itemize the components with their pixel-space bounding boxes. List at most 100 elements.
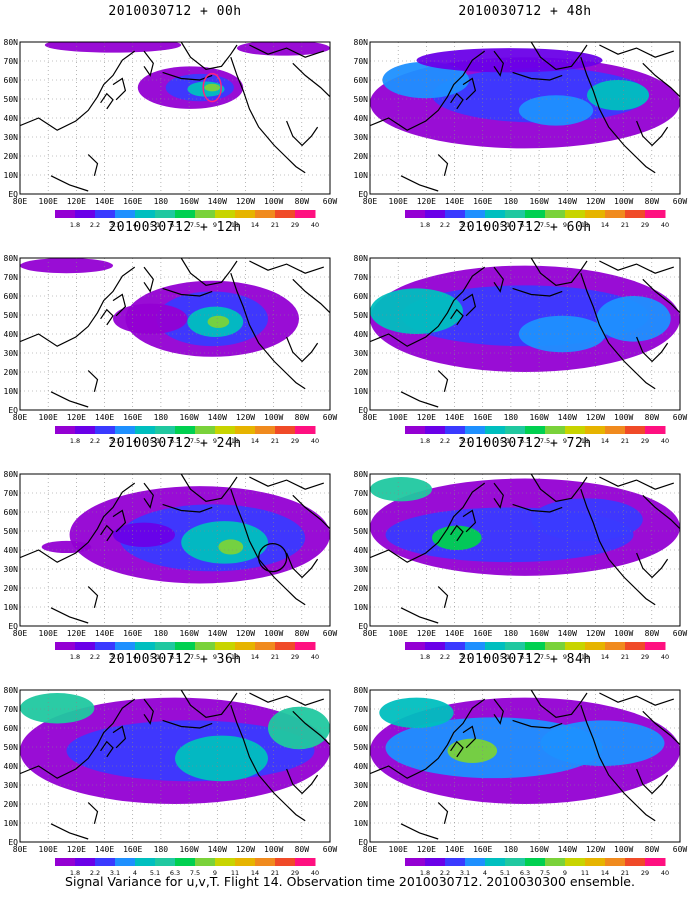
colorbar-label: 40 (661, 221, 669, 229)
colorbar-swatch (115, 858, 136, 866)
lat-tick-label: 60N (4, 292, 19, 301)
coastline (530, 42, 588, 71)
lon-tick-label: 80W (645, 845, 660, 854)
colorbar-label: 3.1 (110, 221, 120, 229)
colorbar-label: 5.1 (150, 869, 160, 877)
lon-tick-label: 160E (473, 197, 492, 206)
field-contour (113, 303, 188, 334)
coastline (450, 740, 464, 758)
colorbar-swatch (545, 426, 566, 434)
colorbar-swatch (235, 426, 256, 434)
colorbar-swatch (255, 210, 276, 218)
colorbar-label: 9 (563, 653, 567, 661)
variance-field (370, 697, 680, 804)
lon-tick-label: 60W (323, 197, 338, 206)
lat-tick-label: 30N (4, 781, 19, 790)
lat-tick-label: 70N (354, 489, 369, 498)
colorbar-label: 4 (483, 653, 487, 661)
lon-tick-label: 180 (154, 845, 169, 854)
map-frame (19, 689, 331, 843)
coastline (493, 698, 504, 725)
colorbar-label: 1.8 (420, 221, 430, 229)
colorbar-label: 6.3 (520, 437, 530, 445)
coastline (20, 50, 136, 131)
lat-tick-label: 40N (4, 546, 19, 555)
colorbar-label: 21 (621, 221, 629, 229)
longitude-labels: 80E 100E 120E 140E 160E 180 160W 140W 120W 100W 80… (363, 197, 688, 206)
lat-tick-label: 10N (4, 387, 19, 396)
coastline (642, 62, 680, 98)
lat-tick-label: 80N (4, 254, 19, 263)
colorbar-swatch (75, 210, 96, 218)
colorbar-swatch (195, 426, 216, 434)
lat-tick-label: 30N (4, 349, 19, 358)
lon-tick-label: 140E (95, 413, 114, 422)
lon-tick-label: 140W (558, 413, 577, 422)
lon-tick-label: 120E (67, 845, 86, 854)
colorbar-swatch (625, 642, 646, 650)
coastline (230, 705, 306, 822)
colorbar-swatch (505, 858, 526, 866)
colorbar-label: 6.3 (520, 653, 530, 661)
lon-tick-label: 180 (154, 629, 169, 638)
colorbar-swatch (135, 210, 156, 218)
colorbar-label: 11 (581, 437, 589, 445)
colorbar-label: 7.5 (190, 221, 200, 229)
map-panel-48h: 2010030712 + 48h 80N 70N 60N 50N 40N 30N 20N 10… (350, 0, 700, 229)
coastline (180, 690, 238, 719)
lon-tick-label: 80E (13, 629, 28, 638)
lat-tick-label: 70N (4, 273, 19, 282)
colorbar-swatch (175, 642, 196, 650)
map-gridlines (370, 690, 680, 842)
colorbar-label: 4 (483, 869, 487, 877)
colorbar-swatch (175, 858, 196, 866)
lon-tick-label: 160E (123, 413, 142, 422)
lon-tick-label: 80W (295, 197, 310, 206)
lat-tick-label: 10N (4, 603, 19, 612)
colorbar-swatch (425, 426, 446, 434)
colorbar-swatch (445, 426, 466, 434)
lat-tick-label: 50N (4, 527, 19, 536)
lat-tick-label: 60N (4, 724, 19, 733)
lat-tick-label: 20N (4, 368, 19, 377)
colorbar-swatch (175, 210, 196, 218)
coastline (599, 44, 674, 58)
lon-tick-label: 80W (645, 629, 660, 638)
lon-tick-label: 180 (504, 413, 519, 422)
latitude-labels: 80N 70N 60N 50N 40N 30N 20N 10N EQ (4, 38, 19, 199)
lon-tick-label: 120E (417, 197, 436, 206)
field-contour (379, 697, 454, 728)
coastline (20, 482, 136, 563)
colorbar-swatch (585, 642, 606, 650)
colorbar-swatch (215, 210, 236, 218)
colorbar-label: 14 (601, 437, 609, 445)
colorbar-swatch (195, 858, 216, 866)
lat-tick-label: 70N (4, 705, 19, 714)
coastline (162, 287, 213, 297)
colorbar-swatch (505, 426, 526, 434)
colorbar-label: 7.5 (540, 653, 550, 661)
coastline (292, 710, 330, 746)
map-frame (19, 41, 331, 195)
lat-tick-label: 70N (4, 489, 19, 498)
colorbar-swatch (585, 210, 606, 218)
coastline (512, 287, 563, 297)
lat-tick-label: 60N (354, 76, 369, 85)
coastline (50, 823, 89, 840)
colorbar-label: 21 (271, 437, 279, 445)
coastline (370, 482, 486, 563)
field-contour (41, 540, 92, 554)
colorbar-label: 11 (581, 653, 589, 661)
lat-tick-label: 40N (354, 330, 369, 339)
colorbar: 1.8 2.2 3.1 4 5.1 6.3 7.5 9 11 14 21 29 40 (55, 426, 319, 445)
colorbar-swatch (155, 426, 176, 434)
lat-tick-label: 40N (4, 330, 19, 339)
colorbar-label: 4 (483, 437, 487, 445)
field-contour (596, 296, 671, 342)
variance-field (44, 42, 330, 109)
coastline (462, 725, 477, 749)
lon-tick-label: 60W (323, 629, 338, 638)
colorbar-swatch (605, 426, 626, 434)
colorbar-label: 4 (133, 869, 137, 877)
colorbar-swatch (215, 426, 236, 434)
